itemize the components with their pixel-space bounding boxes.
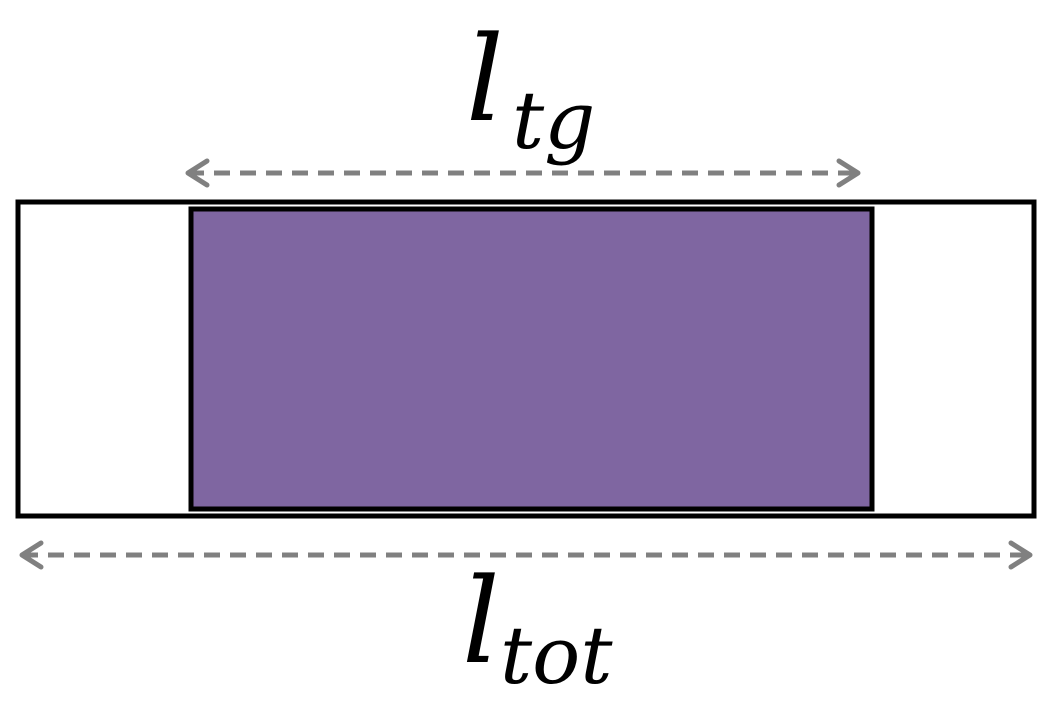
top-dimension-arrow bbox=[185, 158, 861, 188]
top-length-label: l tg bbox=[466, 10, 595, 167]
top-arrow-right-head bbox=[836, 158, 861, 188]
bottom-label-subscript: tot bbox=[500, 609, 613, 702]
bottom-arrow-right-head bbox=[1008, 540, 1033, 570]
bottom-dimension-arrow bbox=[19, 540, 1033, 570]
top-label-subscript: tg bbox=[512, 74, 595, 167]
bottom-label-base: l bbox=[462, 552, 500, 690]
top-arrow-left-head bbox=[185, 158, 210, 188]
top-label-base: l bbox=[466, 10, 504, 148]
inner-rectangle bbox=[188, 206, 875, 512]
bottom-length-label: l tot bbox=[462, 552, 613, 702]
bottom-arrow-left-head bbox=[19, 540, 44, 570]
